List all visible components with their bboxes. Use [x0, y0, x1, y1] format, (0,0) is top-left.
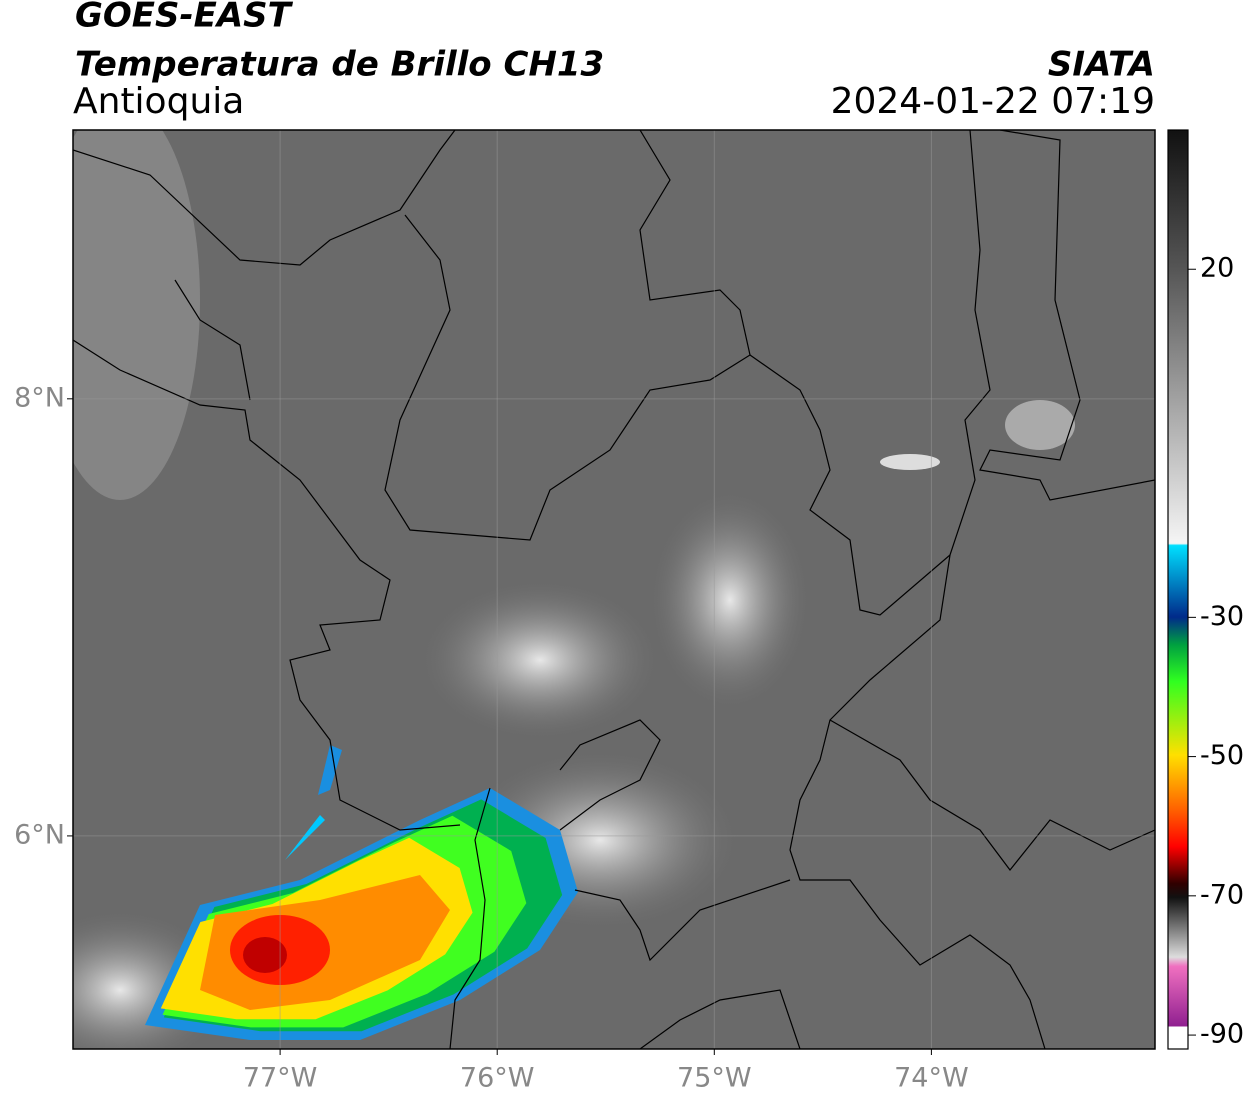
source: SIATA [1048, 45, 1155, 85]
x-tick-label: 76°W [460, 1063, 535, 1094]
region: Antioquia [73, 81, 244, 122]
colorbar-tick-label: -30 [1200, 601, 1244, 632]
colorbar-tick-label: -50 [1200, 740, 1244, 771]
colorbar-tick-label: -70 [1200, 879, 1244, 910]
x-tick-label: 75°W [677, 1063, 752, 1094]
colorbar-tick-label: -90 [1200, 1019, 1244, 1050]
map-image [73, 130, 1155, 1049]
y-tick-label: 6°N [14, 819, 65, 850]
x-tick-label: 74°W [894, 1063, 969, 1094]
x-tick-label: 77°W [243, 1063, 318, 1094]
colorbar-tick-label: 20 [1200, 253, 1234, 284]
title: GOES-EAST [75, 0, 294, 36]
datetime: 2024-01-22 07:19 [831, 81, 1155, 122]
subtitle: Temperatura de Brillo CH13 [75, 45, 604, 85]
map-frame [72, 129, 1156, 1050]
colorbar [1167, 129, 1189, 1050]
y-tick-label: 8°N [14, 382, 65, 413]
